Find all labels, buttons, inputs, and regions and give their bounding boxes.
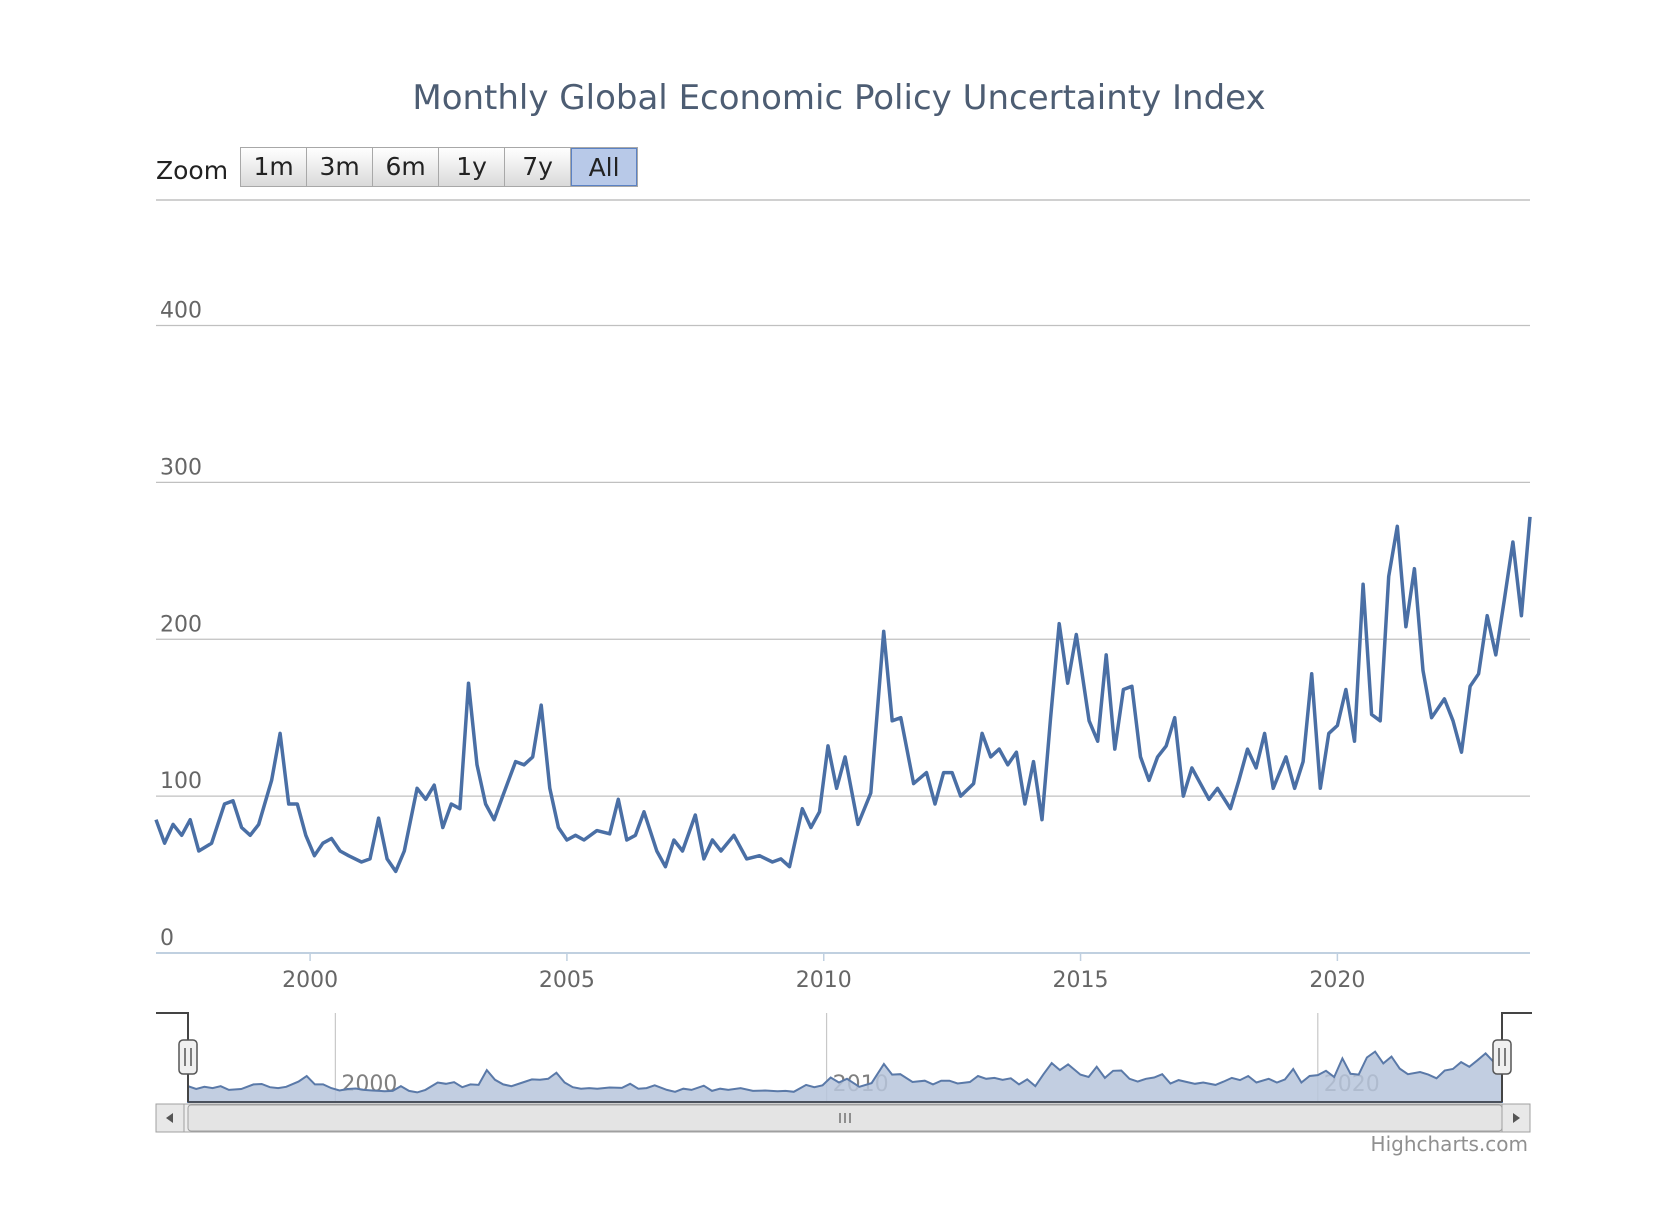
x-tick-label-2015: 2015 xyxy=(1053,968,1109,993)
navigator[interactable]: 200020102020 xyxy=(155,1012,1532,1133)
zoom-6m-button[interactable]: 6m xyxy=(373,148,440,186)
handle-grip xyxy=(178,1039,198,1075)
x-axis: 2000 2005 2010 2015 2020 xyxy=(156,952,1530,993)
scrollbar-left-button[interactable] xyxy=(155,1103,185,1133)
zoom-3m-button[interactable]: 3m xyxy=(307,148,374,186)
zoom-button-group: 1m 3m 6m 1y 7y All xyxy=(240,147,639,187)
x-tick-label-2000: 2000 xyxy=(282,968,338,993)
zoom-7y-button[interactable]: 7y xyxy=(505,148,572,186)
x-tick-label-2020: 2020 xyxy=(1309,968,1365,993)
arrow-right-icon xyxy=(1513,1113,1520,1123)
scrollbar-right-button[interactable] xyxy=(1501,1103,1531,1133)
y-axis: 0 100 200 300 400 xyxy=(160,299,202,952)
chart-title: Monthly Global Economic Policy Uncertain… xyxy=(412,78,1266,118)
handle-grip xyxy=(1492,1039,1512,1075)
series-line-epu-index xyxy=(154,516,1532,874)
grid-layer xyxy=(156,324,1530,797)
navigator-series-area xyxy=(187,1047,1503,1103)
zoom-1m-button[interactable]: 1m xyxy=(241,148,308,186)
navigator-left-handle[interactable] xyxy=(178,1039,198,1075)
navigator-scrollbar[interactable] xyxy=(155,1103,1531,1133)
zoom-selector: Zoom 1m 3m 6m 1y 7y All xyxy=(156,147,639,187)
y-tick-label-0: 0 xyxy=(160,926,174,951)
y-tick-label-100: 100 xyxy=(160,769,202,794)
y-tick-label-400: 400 xyxy=(160,299,202,324)
y-tick-label-200: 200 xyxy=(160,612,202,637)
zoom-1y-button[interactable]: 1y xyxy=(439,148,506,186)
arrow-left-icon xyxy=(166,1113,173,1123)
zoom-all-button[interactable]: All xyxy=(571,148,638,186)
x-tick-label-2005: 2005 xyxy=(539,968,595,993)
highcharts-credit[interactable]: Highcharts.com xyxy=(1370,1132,1528,1156)
series-layer xyxy=(154,516,1532,874)
y-tick-label-300: 300 xyxy=(160,455,202,480)
x-tick-label-2010: 2010 xyxy=(796,968,852,993)
zoom-label: Zoom xyxy=(156,155,229,185)
navigator-right-handle[interactable] xyxy=(1492,1039,1512,1075)
